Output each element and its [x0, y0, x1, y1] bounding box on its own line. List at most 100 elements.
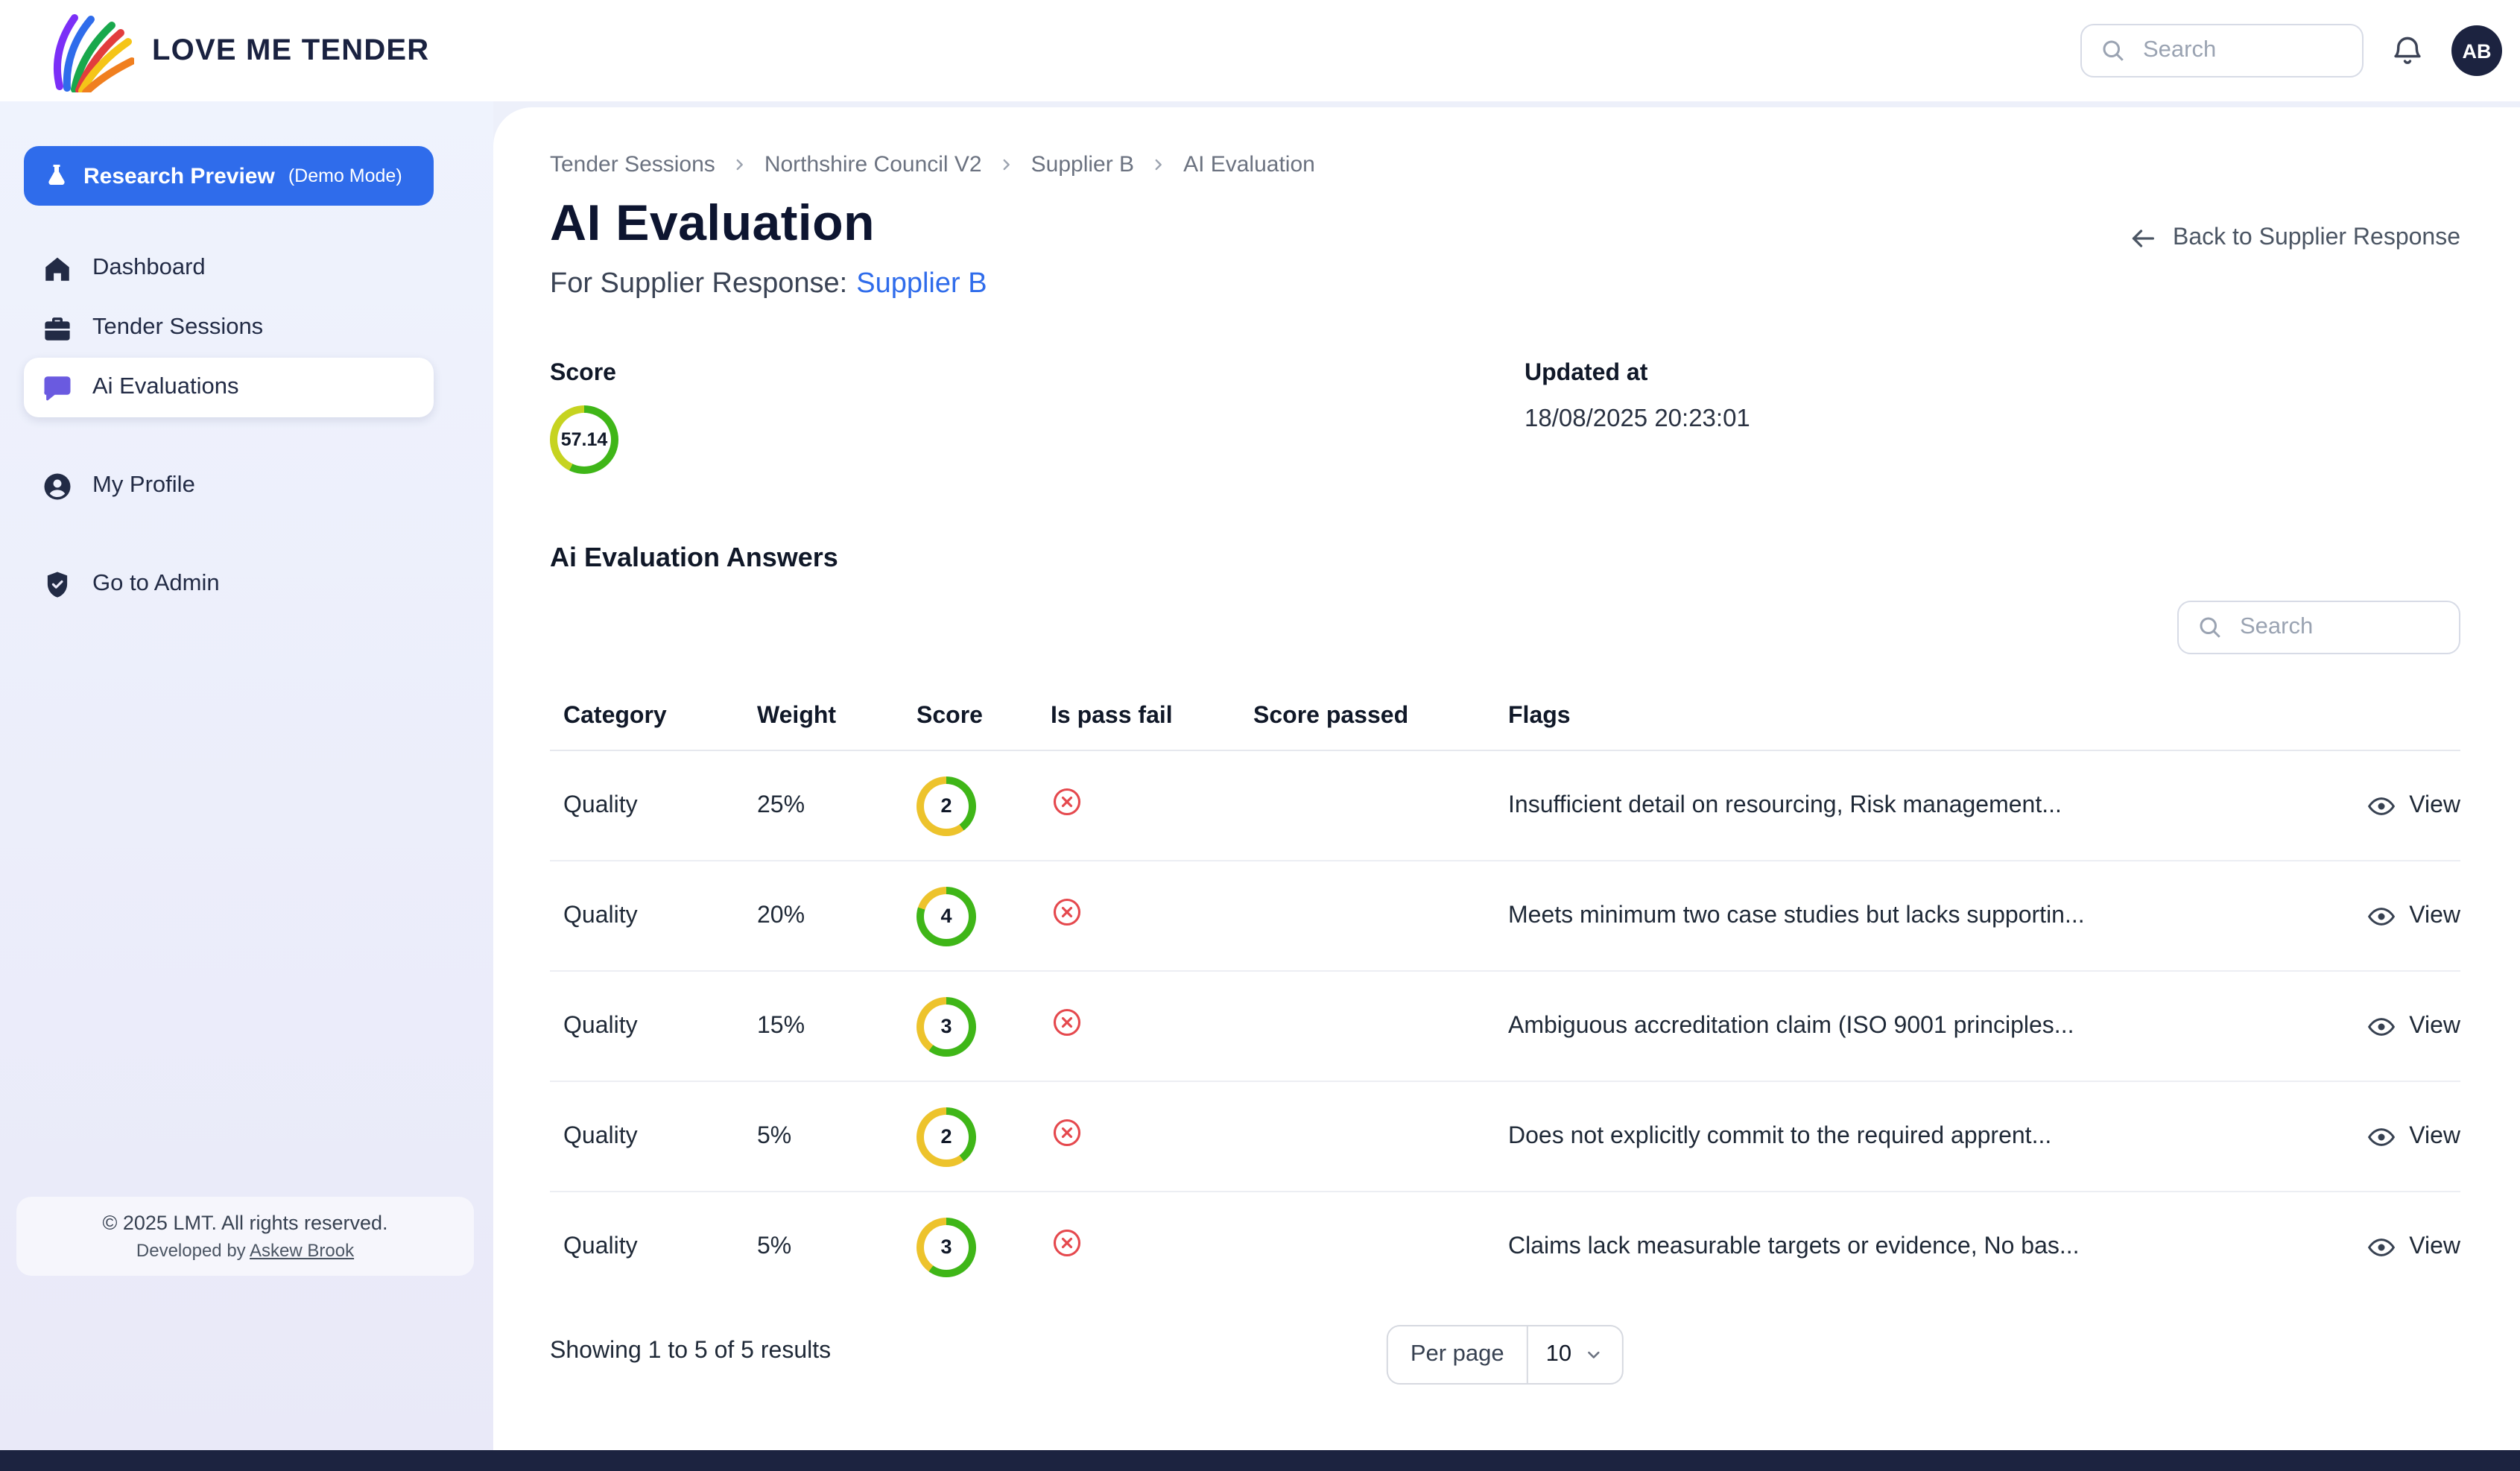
table-row: Quality 5% 2 Does not explicitly commit … [550, 1082, 2460, 1192]
cell-flags: Insufficient detail on resourcing, Risk … [1508, 792, 2282, 819]
askew-brook-link[interactable]: Askew Brook [250, 1240, 354, 1261]
copyright-text: © 2025 LMT. All rights reserved. [28, 1212, 462, 1234]
notifications-bell-icon[interactable] [2390, 34, 2425, 68]
score-donut: 4 [916, 886, 976, 946]
cell-flags: Ambiguous accreditation claim (ISO 9001 … [1508, 1013, 2282, 1040]
header-right: AB [2080, 24, 2502, 77]
cell-category: Quality [563, 792, 757, 819]
cell-weight: 20% [757, 902, 916, 929]
table-body: Quality 25% 2 Insufficient detail on res… [550, 751, 2460, 1301]
briefcase-icon [42, 312, 73, 344]
flask-icon [43, 162, 70, 189]
chevron-right-icon [730, 155, 750, 174]
developed-by-text: Developed by Askew Brook [28, 1240, 462, 1261]
back-to-supplier-response-link[interactable]: Back to Supplier Response [2128, 224, 2460, 253]
main-content: Tender Sessions Northshire Council V2 Su… [493, 107, 2520, 1450]
view-button[interactable]: View [2366, 901, 2460, 931]
chevron-right-icon [1149, 155, 1168, 174]
updated-at-value: 18/08/2025 20:23:01 [1525, 405, 1750, 434]
chevron-down-icon [1583, 1344, 1604, 1365]
cell-category: Quality [563, 1123, 757, 1150]
score-donut: 2 [916, 776, 976, 835]
global-search-input[interactable] [2140, 36, 2344, 66]
fail-x-circle-icon [1051, 1116, 1083, 1149]
col-weight: Weight [757, 703, 916, 730]
col-score: Score [916, 703, 1051, 730]
fail-x-circle-icon [1051, 1227, 1083, 1259]
sidebar-item-ai-evaluations[interactable]: Ai Evaluations [24, 358, 434, 417]
chevron-right-icon [997, 155, 1016, 174]
breadcrumb-supplier[interactable]: Supplier B [1031, 152, 1134, 177]
view-label: View [2409, 792, 2460, 819]
sidebar: Research Preview (Demo Mode) Dashboard T… [0, 101, 493, 1450]
eye-icon [2366, 1232, 2396, 1262]
cell-score: 2 [916, 1107, 1051, 1166]
section-title: Ai Evaluation Answers [550, 542, 2460, 574]
per-page-select[interactable]: 10 [1528, 1326, 1623, 1383]
sidebar-item-my-profile[interactable]: My Profile [24, 456, 434, 516]
sidebar-nav: Dashboard Tender Sessions Ai Evaluations… [24, 238, 469, 614]
score-donut-value: 4 [916, 886, 976, 946]
brand-logo-icon [42, 9, 134, 92]
search-icon [2197, 614, 2223, 641]
score-donut: 3 [916, 1217, 976, 1277]
cell-score: 3 [916, 996, 1051, 1056]
score-label: Score [550, 361, 1525, 387]
chat-icon [42, 372, 73, 403]
col-category: Category [563, 703, 757, 730]
table-row: Quality 20% 4 Meets minimum two case stu… [550, 861, 2460, 972]
table-search-row [550, 601, 2460, 654]
overall-score-donut: 57.14 [550, 405, 618, 474]
fail-x-circle-icon [1051, 785, 1083, 818]
sidebar-footer: © 2025 LMT. All rights reserved. Develop… [16, 1197, 474, 1276]
sidebar-item-tender-sessions[interactable]: Tender Sessions [24, 298, 434, 358]
eye-icon [2366, 1011, 2396, 1041]
breadcrumb-current: AI Evaluation [1183, 152, 1315, 177]
cell-is-pass-fail [1051, 1116, 1253, 1157]
cell-is-pass-fail [1051, 896, 1253, 936]
score-donut-value: 3 [916, 996, 976, 1056]
supplier-b-link[interactable]: Supplier B [856, 268, 987, 300]
table-search-input[interactable] [2237, 613, 2441, 642]
view-label: View [2409, 1233, 2460, 1260]
shield-icon [42, 569, 73, 600]
breadcrumb-session[interactable]: Northshire Council V2 [764, 152, 982, 177]
top-header: LOVE ME TENDER AB [0, 0, 2520, 101]
meta-row: Score 57.14 Updated at 18/08/2025 20:23:… [550, 361, 2460, 474]
cell-flags: Does not explicitly commit to the requir… [1508, 1123, 2282, 1150]
table-row: Quality 15% 3 Ambiguous accreditation cl… [550, 972, 2460, 1082]
demo-mode-label: (Demo Mode) [288, 165, 402, 186]
score-donut-value: 3 [916, 1217, 976, 1277]
per-page-value: 10 [1546, 1341, 1572, 1368]
view-button[interactable]: View [2366, 1122, 2460, 1151]
table-header: Category Weight Score Is pass fail Score… [550, 684, 2460, 751]
breadcrumb-tender-sessions[interactable]: Tender Sessions [550, 152, 715, 177]
research-preview-button[interactable]: Research Preview (Demo Mode) [24, 146, 434, 206]
cell-flags: Meets minimum two case studies but lacks… [1508, 902, 2282, 929]
fail-x-circle-icon [1051, 1006, 1083, 1039]
page-subtitle: For Supplier Response:Supplier B [550, 268, 2460, 301]
view-button[interactable]: View [2366, 1232, 2460, 1262]
view-button[interactable]: View [2366, 1011, 2460, 1041]
view-button[interactable]: View [2366, 791, 2460, 820]
home-icon [42, 253, 73, 284]
eye-icon [2366, 901, 2396, 931]
sidebar-item-label: Dashboard [92, 255, 206, 282]
page-footer-bar [0, 1450, 2520, 1471]
cell-category: Quality [563, 902, 757, 929]
updated-at-label: Updated at [1525, 361, 1750, 387]
per-page-control: Per page 10 [1387, 1325, 1624, 1385]
cell-weight: 15% [757, 1013, 916, 1040]
score-donut: 2 [916, 1107, 976, 1166]
sidebar-item-go-to-admin[interactable]: Go to Admin [24, 554, 434, 614]
sidebar-item-label: Ai Evaluations [92, 374, 238, 401]
view-label: View [2409, 902, 2460, 929]
sidebar-item-dashboard[interactable]: Dashboard [24, 238, 434, 298]
overall-score-value: 57.14 [550, 405, 618, 474]
brand: LOVE ME TENDER [42, 9, 429, 92]
view-label: View [2409, 1123, 2460, 1150]
avatar[interactable]: AB [2451, 25, 2502, 76]
arrow-left-icon [2128, 224, 2158, 253]
app-root: LOVE ME TENDER AB Research Pr [0, 0, 2520, 1471]
score-block: Score 57.14 [550, 361, 1525, 474]
